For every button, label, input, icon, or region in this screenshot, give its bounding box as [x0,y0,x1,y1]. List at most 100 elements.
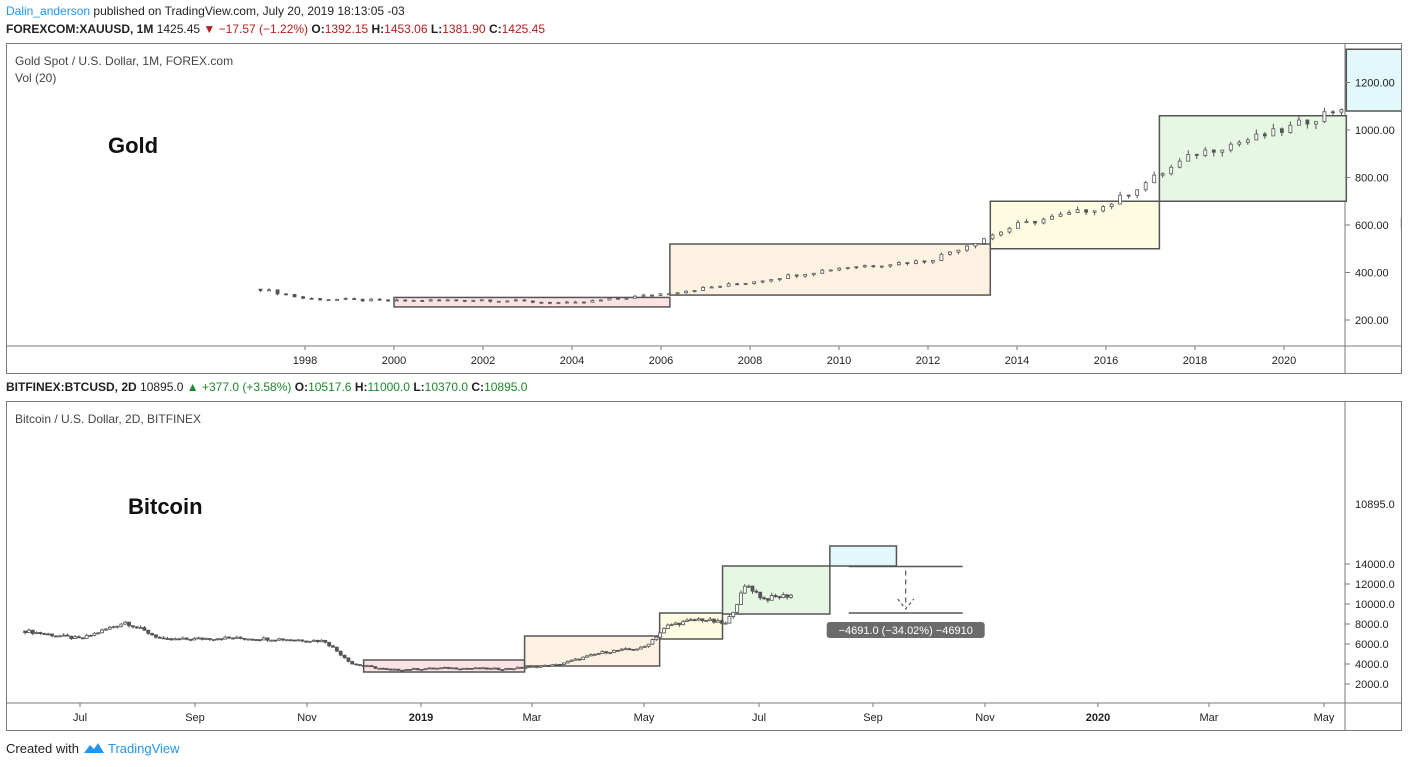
candle-body [461,667,466,670]
candle-body [675,292,680,295]
candle-body [211,639,216,641]
candle-body [913,260,918,264]
candle-body [42,633,47,636]
candle-body [845,267,850,270]
candle-body [811,272,816,275]
candle-body [192,637,197,641]
candle-body [438,667,443,670]
candle-body [180,637,185,640]
x-tick-label: Sep [863,712,883,724]
candle-body [646,643,651,647]
gold-chart-panel[interactable]: −356.55 (−34.39%) −35655 200.00400.00600… [6,43,1408,374]
candle-body [346,657,351,662]
candle-body [415,668,420,671]
candle-body [1245,139,1250,143]
x-tick-label: Mar [1200,712,1219,724]
candle-body [588,654,593,657]
candle-body [157,636,162,639]
gold-change: −17.57 (−1.22%) [218,22,309,36]
candle-body [766,598,770,601]
candle-body [488,667,493,670]
candle-body [267,289,271,292]
candle-body [712,618,716,623]
candle-body [735,283,740,286]
candle-body [754,590,759,593]
candle-body [513,299,518,302]
y-tick-label: 14000.0 [1355,559,1395,571]
candle-body [673,622,678,625]
candle-body [188,638,193,641]
candle-body [292,294,297,298]
candle-body [465,667,470,670]
candle-body [719,620,724,624]
btc-high: 11000.0 [367,380,410,394]
candle-body [565,301,569,304]
x-tick-label: 2020 [1272,355,1296,367]
gold-chart[interactable]: −356.55 (−34.39%) −35655 200.00400.00600… [7,44,1408,373]
candle-body [758,591,763,599]
candle-body [781,594,786,599]
y-tick-label: 2000.0 [1355,679,1389,691]
candle-body [573,301,578,304]
candle-body [496,300,501,303]
candle-body [1075,209,1080,213]
x-tick-label: 2004 [560,355,584,367]
candle-body [300,639,305,642]
zone-box-peach [669,243,992,296]
x-tick-label: 2010 [827,355,851,367]
btc-chart-panel[interactable]: −4691.0 (−34.02%) −46910 2000.0 4000.0 600… [6,401,1402,731]
candle-body [726,283,731,287]
candle-body [215,638,220,641]
candle-body [785,594,790,598]
candle-body [485,667,489,670]
btc-last-price-tag-bg [1347,496,1399,512]
btc-symbol[interactable]: BITFINEX:BTCUSD, 2D [6,380,137,394]
measure-arrow-icon [897,598,915,610]
candle-body [1058,213,1063,217]
btc-chart[interactable]: −4691.0 (−34.02%) −46910 2000.0 4000.0 600… [7,402,1401,730]
candle-body [104,628,108,631]
gold-symbol[interactable]: FOREXCOM:XAUUSD, 1M [6,22,154,36]
candle-body [1050,215,1054,220]
y-tick-label: 1000.00 [1355,125,1395,137]
candle-body [1084,209,1089,213]
y-tick-label: 10000.0 [1355,599,1395,611]
candle-body [30,629,35,634]
gold-big-label: Gold [108,133,158,158]
btc-open: 10517.6 [308,380,352,394]
y-tick-label: 1200.00 [1355,78,1395,90]
candle-body [723,622,728,625]
candle-body [246,638,251,641]
candle-body [454,667,459,670]
candle-body [1228,143,1233,151]
candle-body [200,637,205,640]
candle-body [789,594,793,598]
candle-body [689,619,693,622]
author-link[interactable]: Dalin_anderson [6,4,91,18]
candle-body [577,658,582,661]
candle-body [1271,128,1276,137]
candle-body [604,651,609,654]
candle-body [627,648,632,651]
y-tick-label: 200.00 [1355,315,1389,327]
btc-symbol-line: BITFINEX:BTCUSD, 2D 10895.0 ▲ +377.0 (+3… [6,380,527,394]
candle-body [542,664,547,667]
candle-body [879,265,884,268]
candle-body [107,626,112,630]
btc-l-label: L: [413,380,425,394]
y-tick-label: 600.00 [1355,220,1389,232]
candle-body [539,301,544,304]
candle-body [556,302,561,305]
candle-body [435,667,439,670]
candle-body [403,299,408,302]
tradingview-brand-link[interactable]: TradingView [108,741,180,756]
x-tick-label: Nov [975,712,995,724]
candle-body [685,619,689,622]
candle-body [854,266,859,269]
candle-body [696,618,701,621]
candle-body [619,648,624,651]
candle-body [692,290,697,292]
candle-body [708,618,713,621]
candle-body [558,663,562,666]
candle-body [777,278,782,281]
